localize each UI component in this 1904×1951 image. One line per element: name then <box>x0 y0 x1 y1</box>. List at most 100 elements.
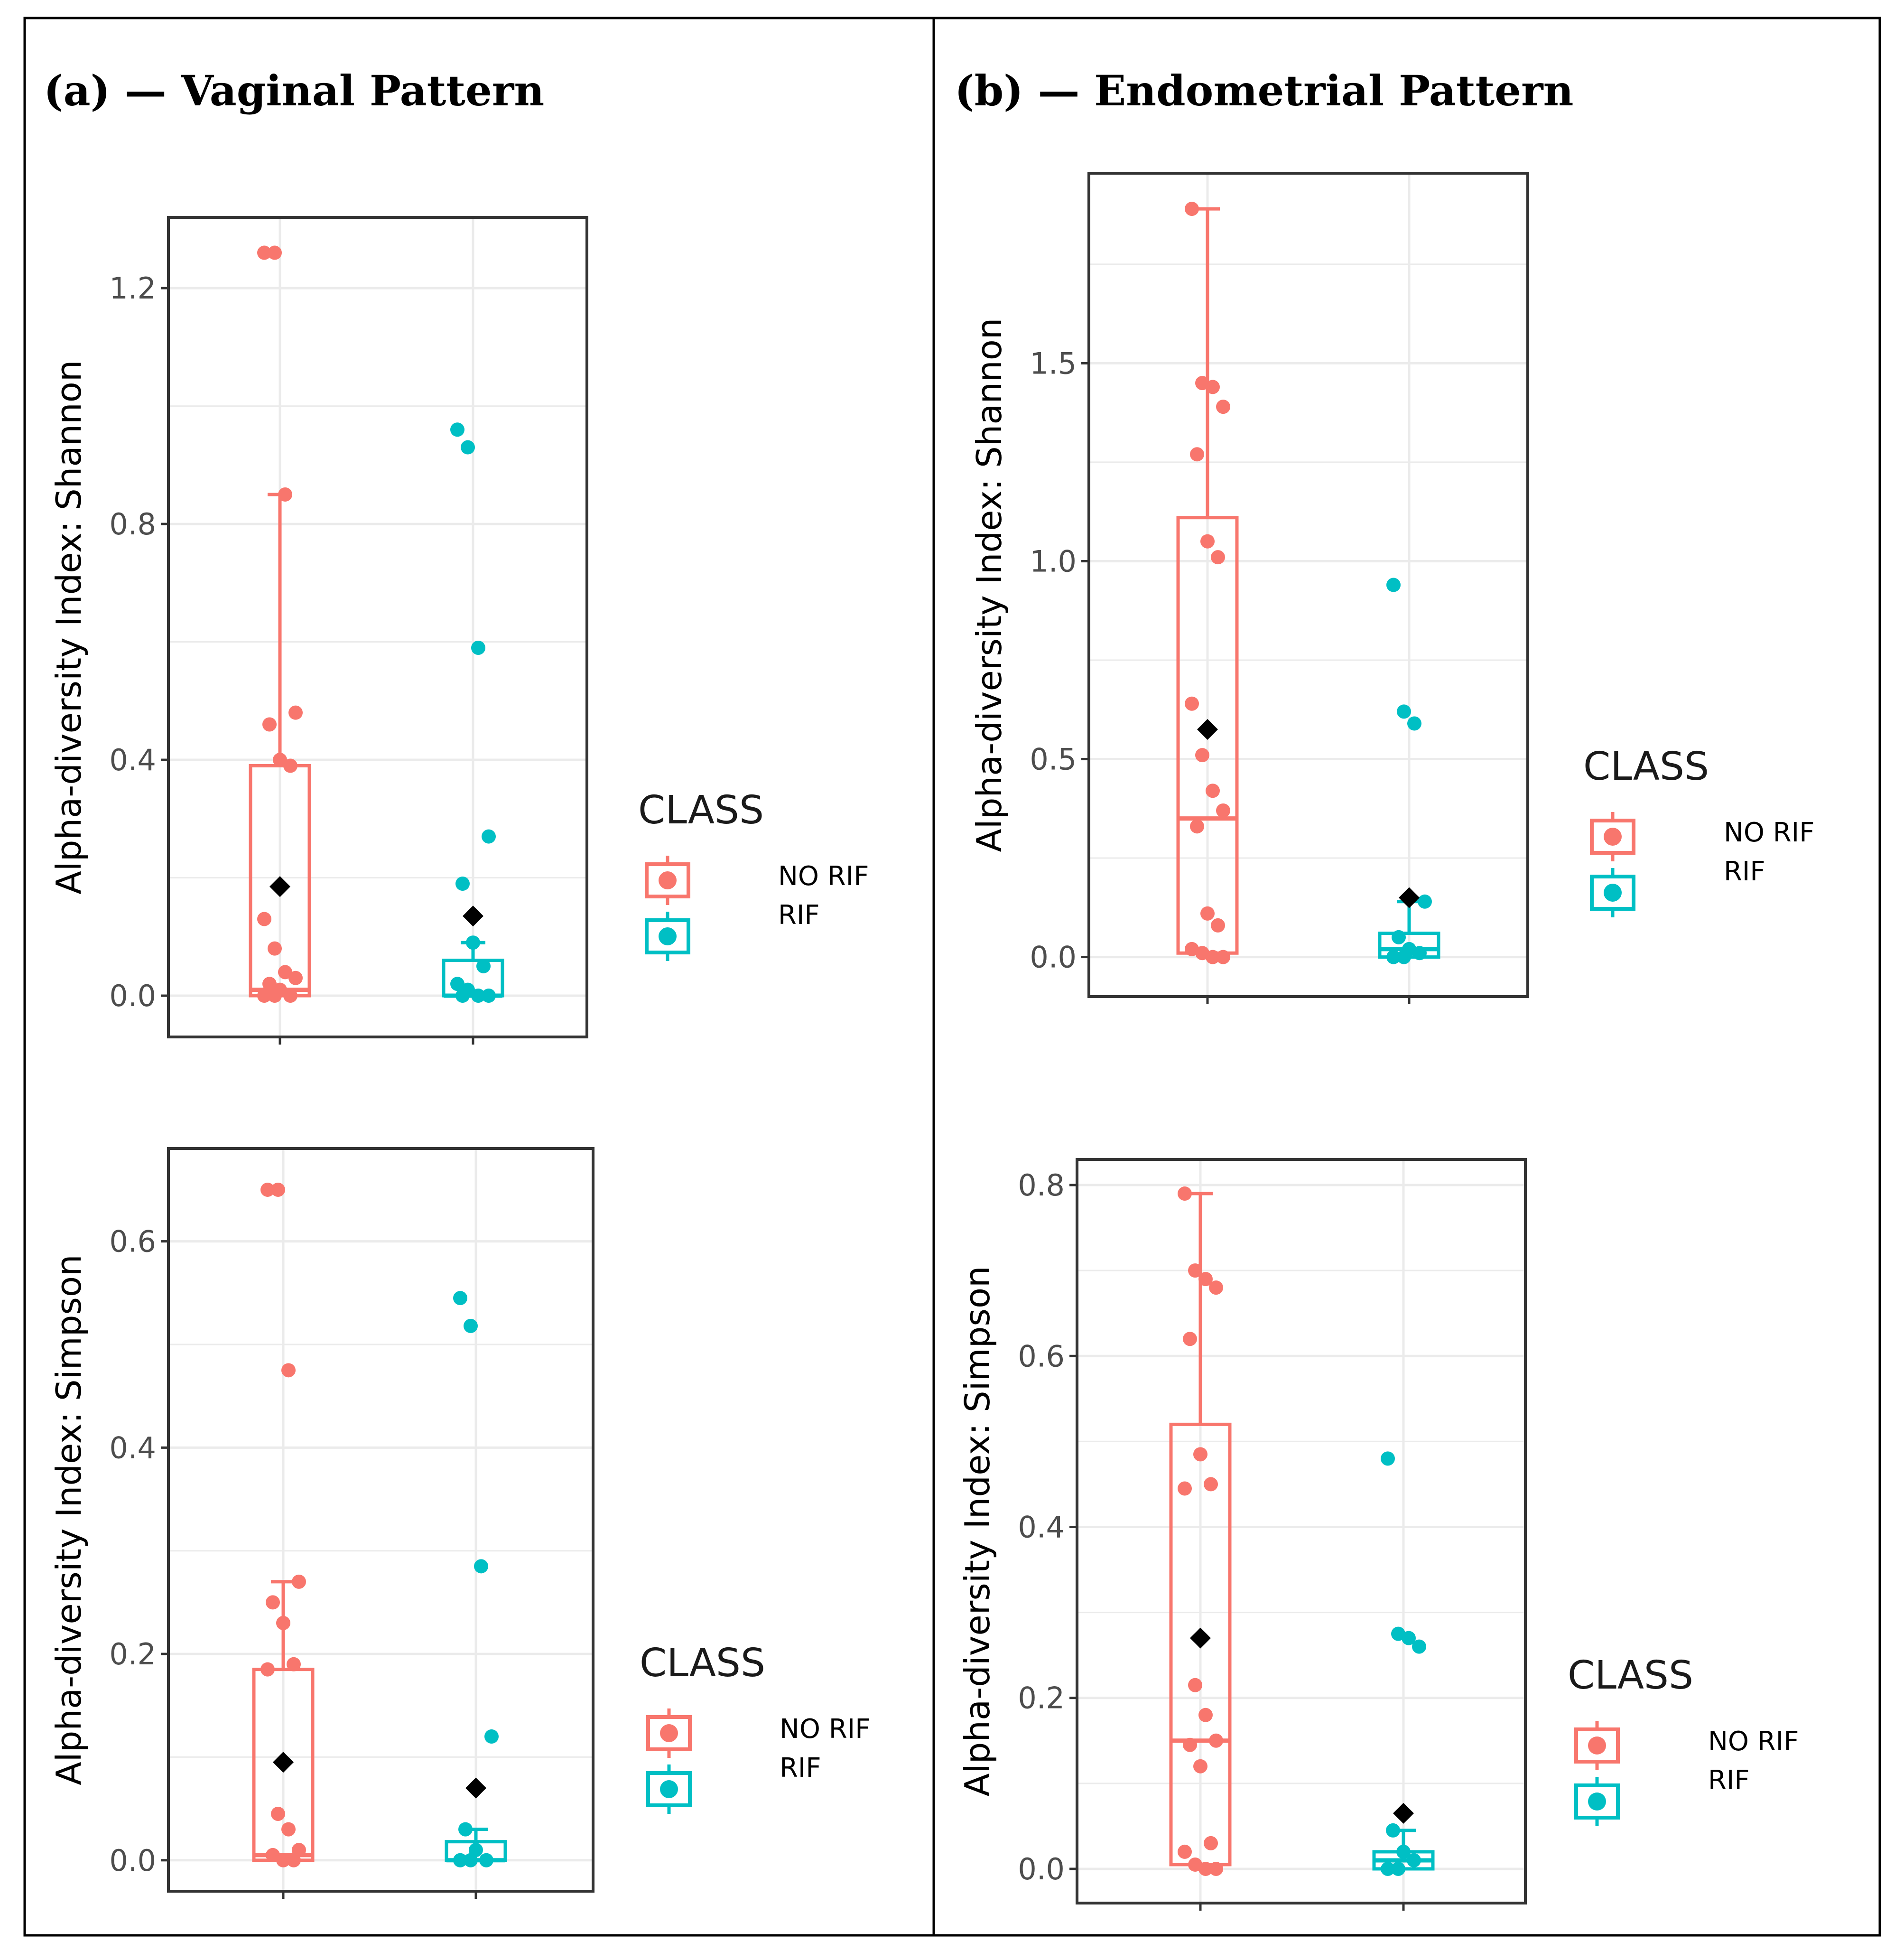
data-point <box>482 989 496 1003</box>
y-tick-label: 0.6 <box>1018 1339 1065 1373</box>
series-rif <box>1372 1451 1435 1876</box>
data-point <box>1386 1823 1400 1838</box>
data-point <box>1211 918 1225 933</box>
data-point <box>283 758 297 773</box>
data-point <box>1178 1844 1192 1859</box>
data-point <box>1381 1861 1395 1876</box>
data-point <box>257 912 271 926</box>
data-point <box>292 1574 306 1589</box>
plot-background <box>168 1148 593 1891</box>
data-point <box>266 1595 280 1610</box>
data-point <box>1211 550 1225 565</box>
legend: CLASS NO RIF RIF <box>1568 1653 1799 1826</box>
data-point <box>453 1291 467 1306</box>
data-point <box>1188 1263 1202 1278</box>
data-point <box>1209 1733 1223 1748</box>
data-point <box>1386 950 1401 964</box>
data-point <box>1381 1451 1395 1466</box>
data-point <box>1198 1861 1213 1876</box>
y-tick-label: 1.0 <box>1030 544 1077 579</box>
legend: CLASS NO RIF RIF <box>640 1641 870 1814</box>
data-point <box>278 487 292 502</box>
data-point <box>1206 380 1220 394</box>
data-point <box>1185 696 1199 711</box>
legend-entry-label: NO RIF <box>1724 817 1814 848</box>
data-point <box>1412 1639 1426 1654</box>
y-tick-label: 0.4 <box>109 1430 156 1465</box>
data-point <box>1183 1737 1197 1752</box>
y-tick-label: 0.4 <box>1018 1510 1065 1544</box>
data-point <box>1402 1631 1416 1645</box>
panel-a-title: (a) — Vaginal Pattern <box>44 66 544 115</box>
y-tick-label: 0.0 <box>109 1843 156 1878</box>
data-point <box>1188 1678 1202 1692</box>
data-point <box>1386 578 1401 592</box>
data-point <box>281 1822 296 1837</box>
series-no-rif <box>249 245 311 1003</box>
y-tick-label: 0.6 <box>109 1224 156 1259</box>
mean-marker <box>465 1777 486 1799</box>
data-point <box>1216 400 1230 414</box>
data-point <box>1198 1272 1213 1287</box>
data-point <box>484 1729 499 1744</box>
data-point <box>262 717 277 732</box>
plot-frame <box>167 216 588 1038</box>
data-point <box>1195 748 1209 763</box>
mean-marker <box>1399 887 1420 908</box>
legend-title: CLASS <box>1568 1653 1693 1698</box>
data-point <box>1190 819 1204 834</box>
legend-key-dot <box>659 927 677 945</box>
panel-b-title: (b) — Endometrial Pattern <box>955 66 1573 115</box>
data-point <box>260 1662 275 1677</box>
y-tick-label: 0.5 <box>1030 742 1077 777</box>
data-point <box>268 989 282 1003</box>
data-point <box>257 245 271 260</box>
mean-marker <box>463 905 483 927</box>
legend-entry-label: NO RIF <box>778 861 869 892</box>
y-tick-label: 0.0 <box>109 979 156 1013</box>
legend-key-box <box>645 918 690 954</box>
data-point <box>471 989 485 1003</box>
y-axis-title: Alpha-diversity Index: Simpson <box>957 1266 997 1796</box>
data-point <box>453 1853 467 1867</box>
data-point <box>281 1363 296 1378</box>
data-point <box>271 1182 285 1197</box>
plot-frame <box>1076 1158 1527 1904</box>
data-point <box>1190 447 1204 462</box>
data-point <box>260 1182 275 1197</box>
legend-key-dot <box>659 871 677 889</box>
data-point <box>461 440 475 455</box>
y-tick-label: 0.0 <box>1030 940 1077 975</box>
legend-title: CLASS <box>1583 744 1709 789</box>
plot-background <box>1077 1159 1525 1903</box>
data-point <box>288 971 303 985</box>
data-point <box>268 245 282 260</box>
data-point <box>476 959 491 973</box>
data-point <box>278 965 292 980</box>
legend-key-dot <box>1588 1736 1606 1755</box>
data-point <box>474 1559 488 1574</box>
legend-key-dot <box>1604 828 1622 846</box>
legend: CLASS NO RIF RIF <box>1583 744 1814 917</box>
data-point <box>1216 950 1230 964</box>
data-point <box>271 1806 285 1821</box>
data-point <box>1397 704 1411 719</box>
figure-frame <box>23 17 1881 1937</box>
y-tick-label: 0.8 <box>1018 1168 1065 1203</box>
series-no-rif <box>1169 1186 1232 1876</box>
data-point <box>276 1853 290 1867</box>
legend-entry-label: RIF <box>1708 1765 1750 1796</box>
mean-marker <box>273 1752 294 1773</box>
series-no-rif <box>1176 202 1239 964</box>
data-point <box>1200 906 1215 921</box>
y-axis-title: Alpha-diversity Index: Shannon <box>49 360 89 895</box>
data-point <box>1206 784 1220 798</box>
legend-key-dot <box>660 1724 678 1742</box>
data-point <box>450 422 464 437</box>
data-point <box>268 941 282 956</box>
data-point <box>1198 1708 1213 1722</box>
legend-entry-label: NO RIF <box>780 1714 870 1745</box>
legend-key-dot <box>660 1780 678 1798</box>
y-tick-label: 0.0 <box>1018 1852 1065 1886</box>
